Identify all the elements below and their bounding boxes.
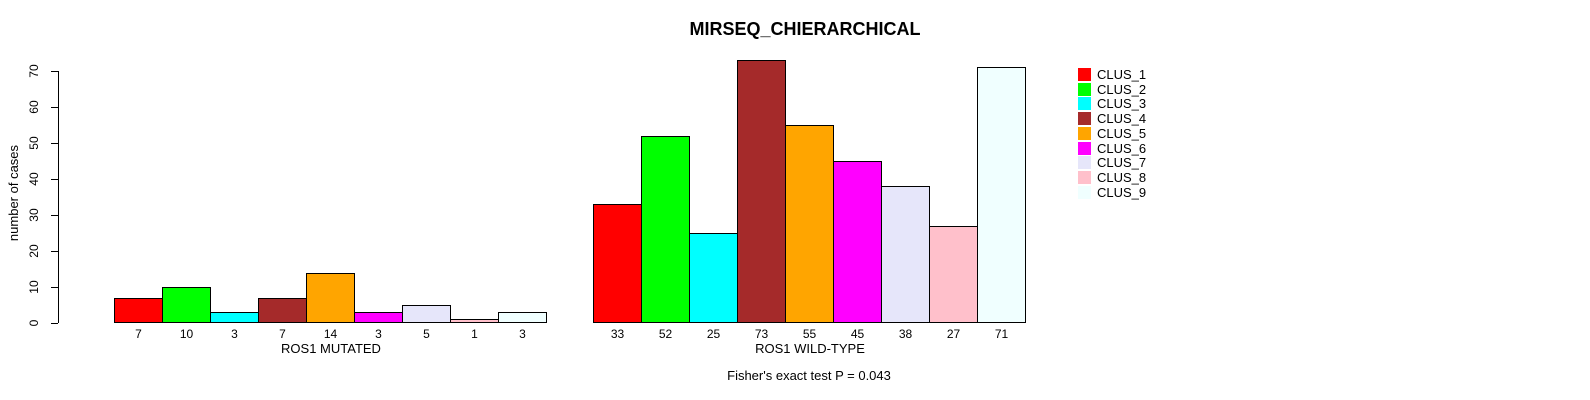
y-tick-mark [51, 286, 58, 288]
bar-clus_5 [306, 272, 355, 323]
bar-value-label: 38 [898, 327, 913, 341]
chart-title: MIRSEQ_CHIERARCHICAL [689, 19, 921, 39]
y-axis-title: number of cases [6, 144, 21, 242]
bar-value-label: 71 [994, 327, 1009, 341]
legend-item: CLUS_3 [1078, 96, 1146, 111]
y-tick-mark [51, 214, 58, 216]
legend-swatch-icon [1078, 126, 1091, 140]
bar-clus_5 [785, 125, 834, 323]
bar-value-label: 14 [323, 327, 338, 341]
y-tick-mark [51, 250, 58, 252]
bar-value-label: 7 [135, 327, 142, 341]
bar-value-label: 33 [610, 327, 625, 341]
bar-clus_6 [833, 161, 882, 323]
bar-clus_4 [737, 60, 786, 323]
legend-swatch-icon [1078, 68, 1091, 81]
group-label-ros1-wild-type: ROS1 WILD-TYPE [755, 341, 865, 356]
bar-clus_9 [498, 312, 547, 323]
legend-label: CLUS_1 [1097, 67, 1147, 82]
y-tick-mark [51, 178, 58, 180]
bar-value-label: 1 [471, 327, 478, 341]
legend-item: CLUS_5 [1078, 126, 1146, 141]
y-axis-line [58, 71, 59, 323]
bar-clus_8 [450, 319, 499, 323]
y-tick-label: 70 [27, 64, 41, 78]
bar-clus_9 [977, 67, 1026, 323]
legend-label: CLUS_7 [1097, 155, 1147, 171]
y-tick-label: 30 [27, 208, 41, 222]
legend-label: CLUS_8 [1097, 169, 1147, 185]
legend-label: CLUS_3 [1097, 96, 1147, 112]
bar-value-label: 52 [658, 327, 673, 341]
bar-clus_4 [258, 297, 307, 323]
footnote-fishers-test: Fisher's exact test P = 0.043 [727, 368, 891, 383]
y-tick-label: 20 [27, 244, 41, 258]
legend-item: CLUS_4 [1078, 111, 1146, 126]
y-tick-label: 50 [27, 136, 41, 150]
bar-clus_3 [689, 233, 738, 323]
legend-swatch-icon [1078, 82, 1091, 96]
legend-item: CLUS_8 [1078, 170, 1146, 185]
bar-clus_7 [881, 186, 930, 323]
legend-swatch-icon [1078, 112, 1091, 126]
bar-value-label: 7 [279, 327, 286, 341]
legend-item: CLUS_6 [1078, 141, 1146, 156]
bar-clus_1 [593, 204, 642, 323]
y-tick-mark [51, 322, 58, 324]
legend-label: CLUS_4 [1097, 111, 1147, 127]
legend-item: CLUS_1 [1078, 67, 1146, 82]
legend-swatch-icon [1078, 141, 1091, 155]
legend-label: CLUS_2 [1097, 81, 1147, 97]
bar-clus_2 [162, 287, 211, 323]
group-label-ros1-mutated: ROS1 MUTATED [281, 341, 381, 356]
bar-value-label: 73 [754, 327, 769, 341]
legend-label: CLUS_5 [1097, 125, 1147, 141]
legend-swatch-icon [1078, 170, 1091, 184]
y-tick-label: 10 [27, 280, 41, 294]
bar-value-label: 3 [231, 327, 238, 341]
bar-clus_7 [402, 305, 451, 323]
bar-clus_2 [641, 135, 690, 323]
y-tick-label: 0 [27, 319, 41, 327]
bar-value-label: 5 [423, 327, 430, 341]
legend-swatch-icon [1078, 156, 1091, 170]
legend-swatch-icon [1078, 97, 1091, 111]
bar-value-label: 3 [519, 327, 526, 341]
bar-clus_8 [929, 225, 978, 323]
y-tick-label: 40 [27, 172, 41, 186]
y-tick-mark [51, 70, 58, 72]
bar-clus_3 [210, 312, 259, 323]
bar-value-label: 10 [179, 327, 194, 341]
y-tick-mark [51, 106, 58, 108]
bar-value-label: 55 [802, 327, 817, 341]
legend-item: CLUS_7 [1078, 155, 1146, 170]
legend-item: CLUS_2 [1078, 82, 1146, 97]
legend-label: CLUS_6 [1097, 140, 1147, 156]
legend-item: CLUS_9 [1078, 185, 1146, 200]
y-tick-mark [51, 142, 58, 144]
y-tick-label: 60 [27, 100, 41, 114]
bar-value-label: 25 [706, 327, 721, 341]
bar-value-label: 3 [375, 327, 382, 341]
bar-clus_1 [114, 297, 163, 323]
bar-clus_6 [354, 312, 403, 323]
bar-value-label: 45 [850, 327, 865, 341]
bar-value-label: 27 [946, 327, 961, 341]
legend-label: CLUS_9 [1097, 184, 1147, 200]
legend-swatch-icon [1078, 185, 1091, 199]
